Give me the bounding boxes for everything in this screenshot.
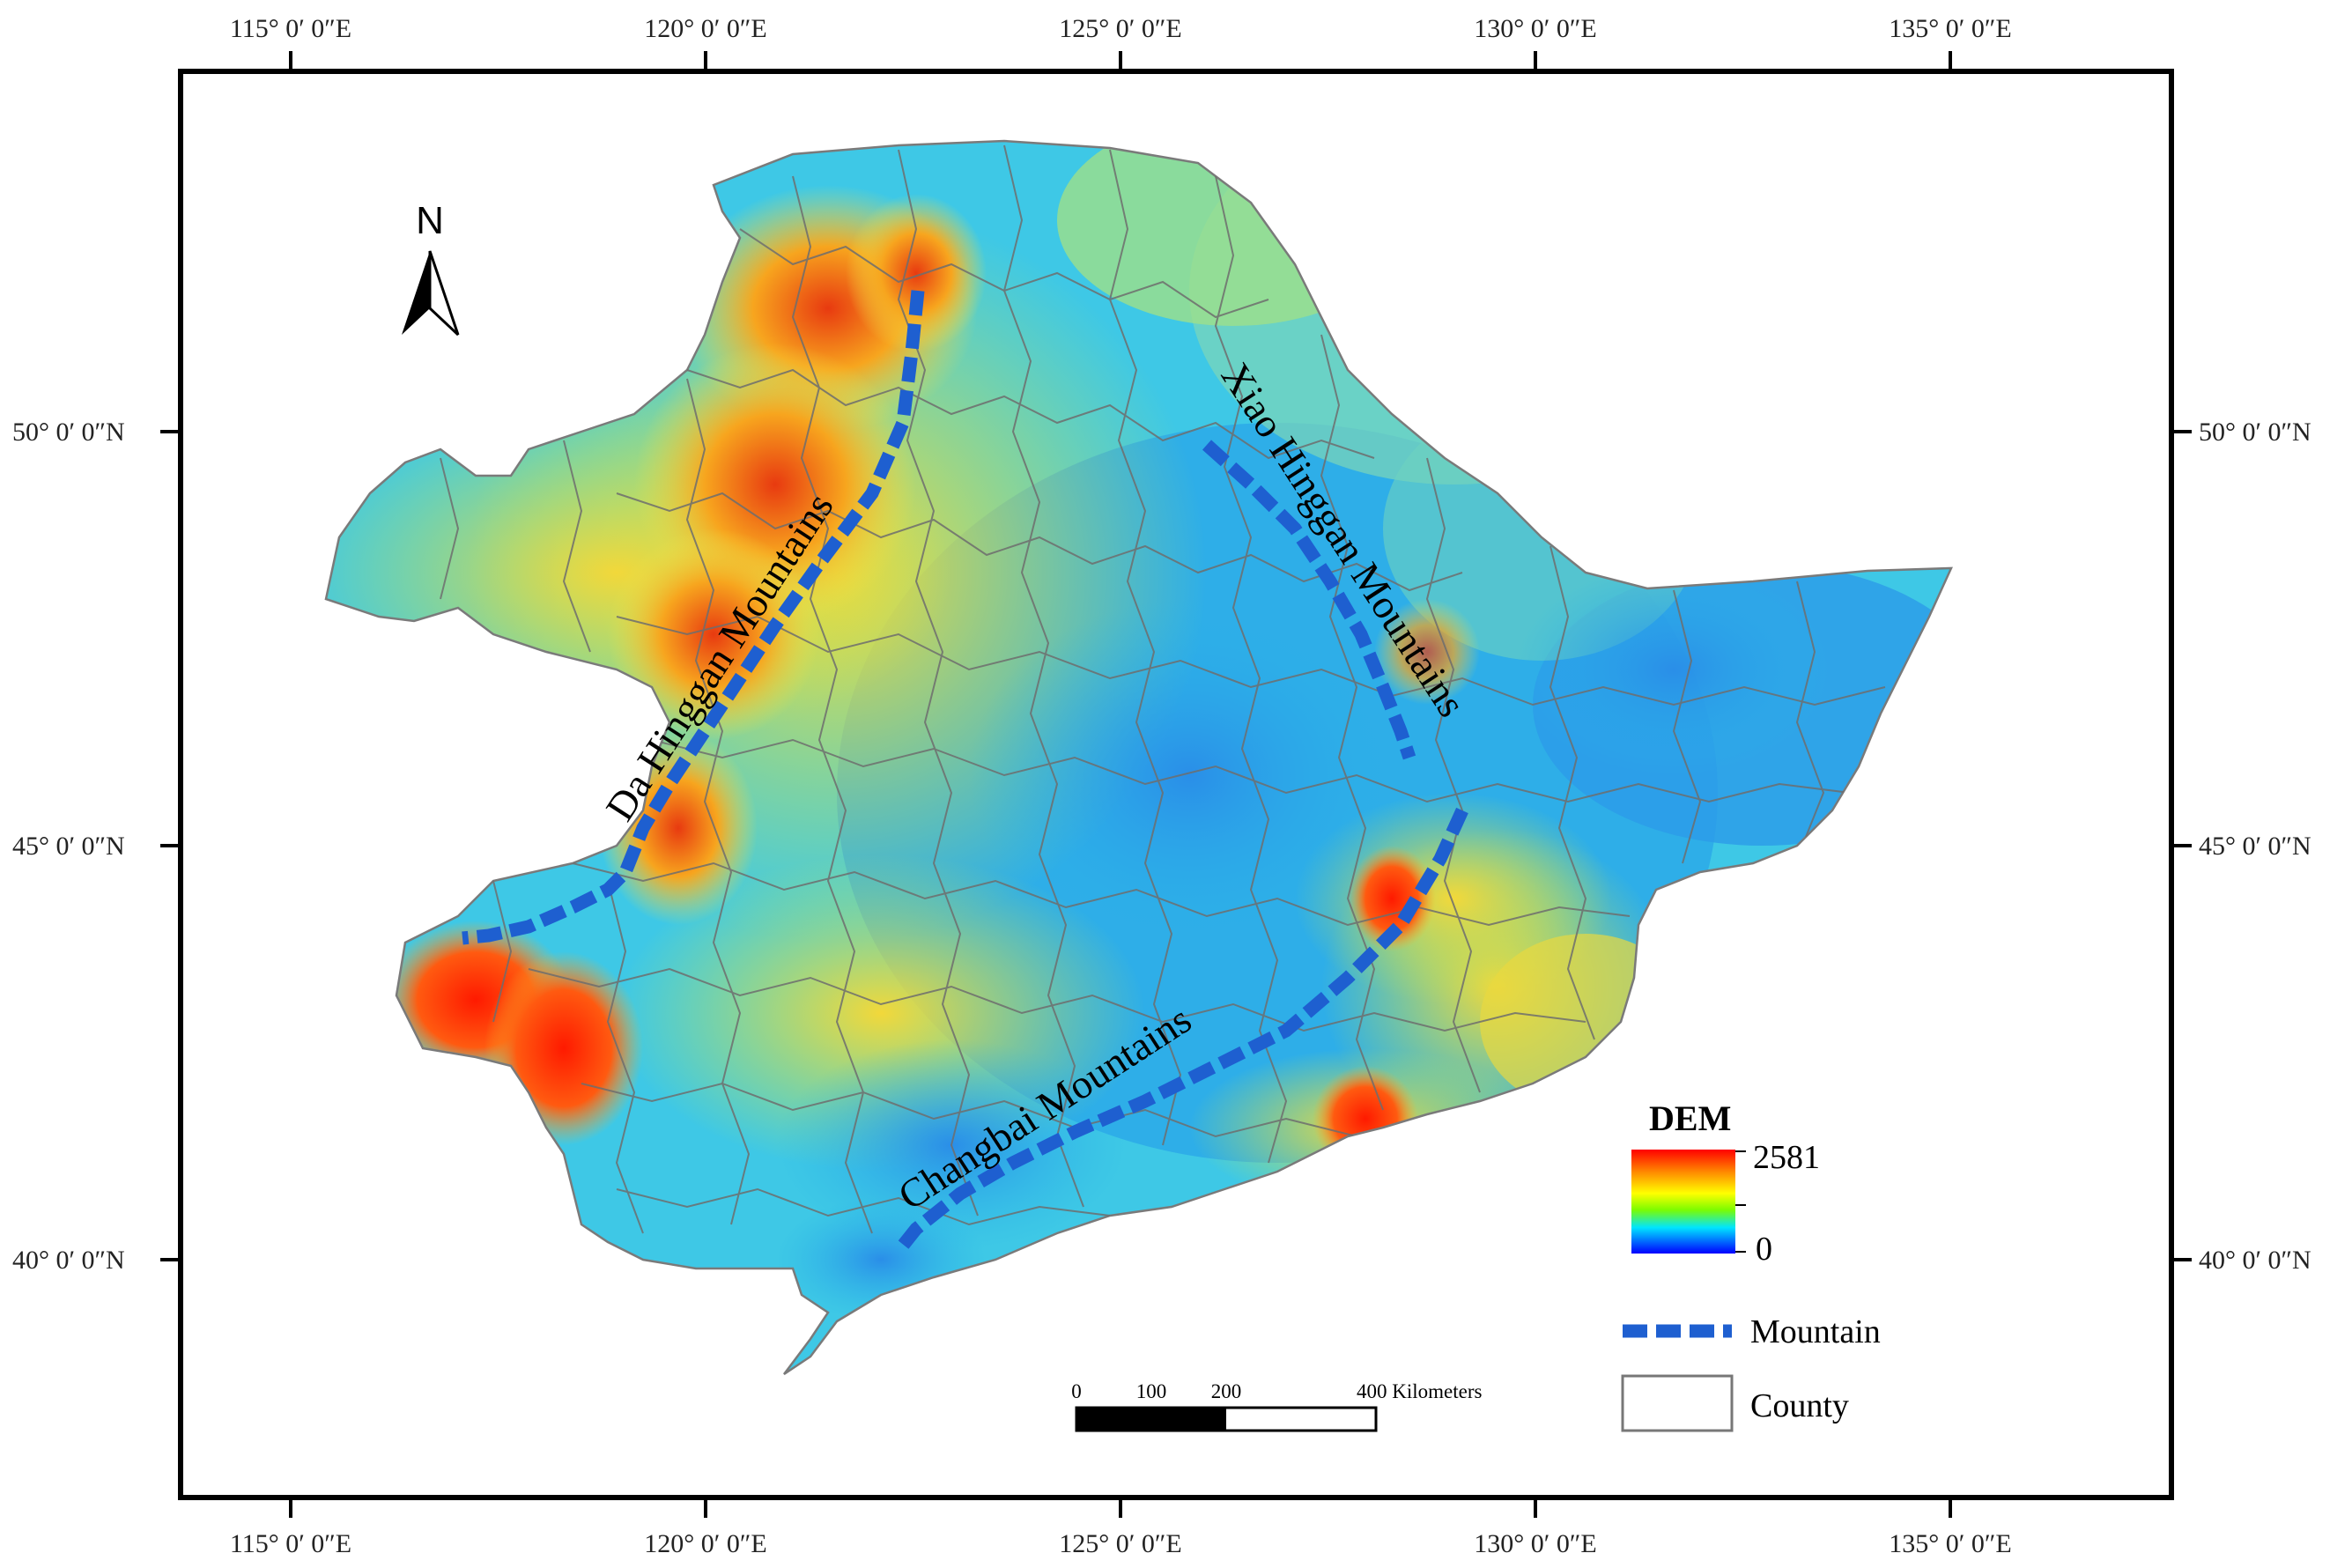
coord-top-120: 120° 0′ 0″E [644,14,766,43]
xiao-hinggan-line [1202,440,1416,760]
coord-left-45: 45° 0′ 0″N [12,832,125,861]
changbai-line [893,807,1468,1255]
mountain-lines [462,290,1468,1255]
left-coordinates: 50° 0′ 0″N 45° 0′ 0″N 40° 0′ 0″N [12,418,125,1275]
top-coordinates: 115° 0′ 0″E 120° 0′ 0″E 125° 0′ 0″E 130°… [230,14,2012,43]
coord-right-40: 40° 0′ 0″N [2199,1246,2311,1275]
scale-tick-100: 100 [1136,1380,1167,1402]
right-coordinates: 50° 0′ 0″N 45° 0′ 0″N 40° 0′ 0″N [2199,418,2311,1275]
coord-bottom-115: 115° 0′ 0″E [230,1529,351,1558]
legend-county-symbol [1621,1374,1734,1432]
bottom-coordinates: 115° 0′ 0″E 120° 0′ 0″E 125° 0′ 0″E 130°… [230,1529,2012,1558]
county-boundaries [440,144,1886,1234]
coord-top-135: 135° 0′ 0″E [1889,14,2011,43]
scale-bar: 0 100 200 400 Kilometers [1071,1380,1482,1432]
coord-right-45: 45° 0′ 0″N [2199,832,2311,861]
legend-dem-min: 0 [1756,1231,1772,1268]
legend-county-label: County [1750,1387,1849,1424]
scale-tick-200: 200 [1211,1380,1242,1402]
graticule-ticks [160,51,2192,1518]
coord-left-40: 40° 0′ 0″N [12,1246,125,1275]
coord-bottom-135: 135° 0′ 0″E [1889,1529,2011,1558]
region-outline [324,139,1953,1376]
da-hinggan-line [462,290,925,945]
coord-right-50: 50° 0′ 0″N [2199,418,2311,447]
coord-top-130: 130° 0′ 0″E [1474,14,1596,43]
legend-dem-max: 2581 [1753,1139,1820,1176]
coord-bottom-130: 130° 0′ 0″E [1474,1529,1596,1558]
coord-top-125: 125° 0′ 0″E [1059,14,1181,43]
scale-tick-0: 0 [1071,1380,1082,1402]
legend-dem-title: DEM [1649,1098,1731,1138]
dem-color-ramp [1631,1150,1735,1254]
north-arrow: N [402,199,460,337]
coord-bottom-125: 125° 0′ 0″E [1059,1529,1181,1558]
coord-top-115: 115° 0′ 0″E [230,14,351,43]
coord-left-50: 50° 0′ 0″N [12,418,125,447]
legend-mountain-label: Mountain [1750,1313,1881,1350]
coord-bottom-120: 120° 0′ 0″E [644,1529,766,1558]
north-arrow-label: N [416,199,444,242]
scale-end-label: 400 Kilometers [1357,1380,1482,1402]
north-arrow-icon [402,251,430,335]
legend: DEM 2581 0 Mountain County [1621,1098,1881,1432]
